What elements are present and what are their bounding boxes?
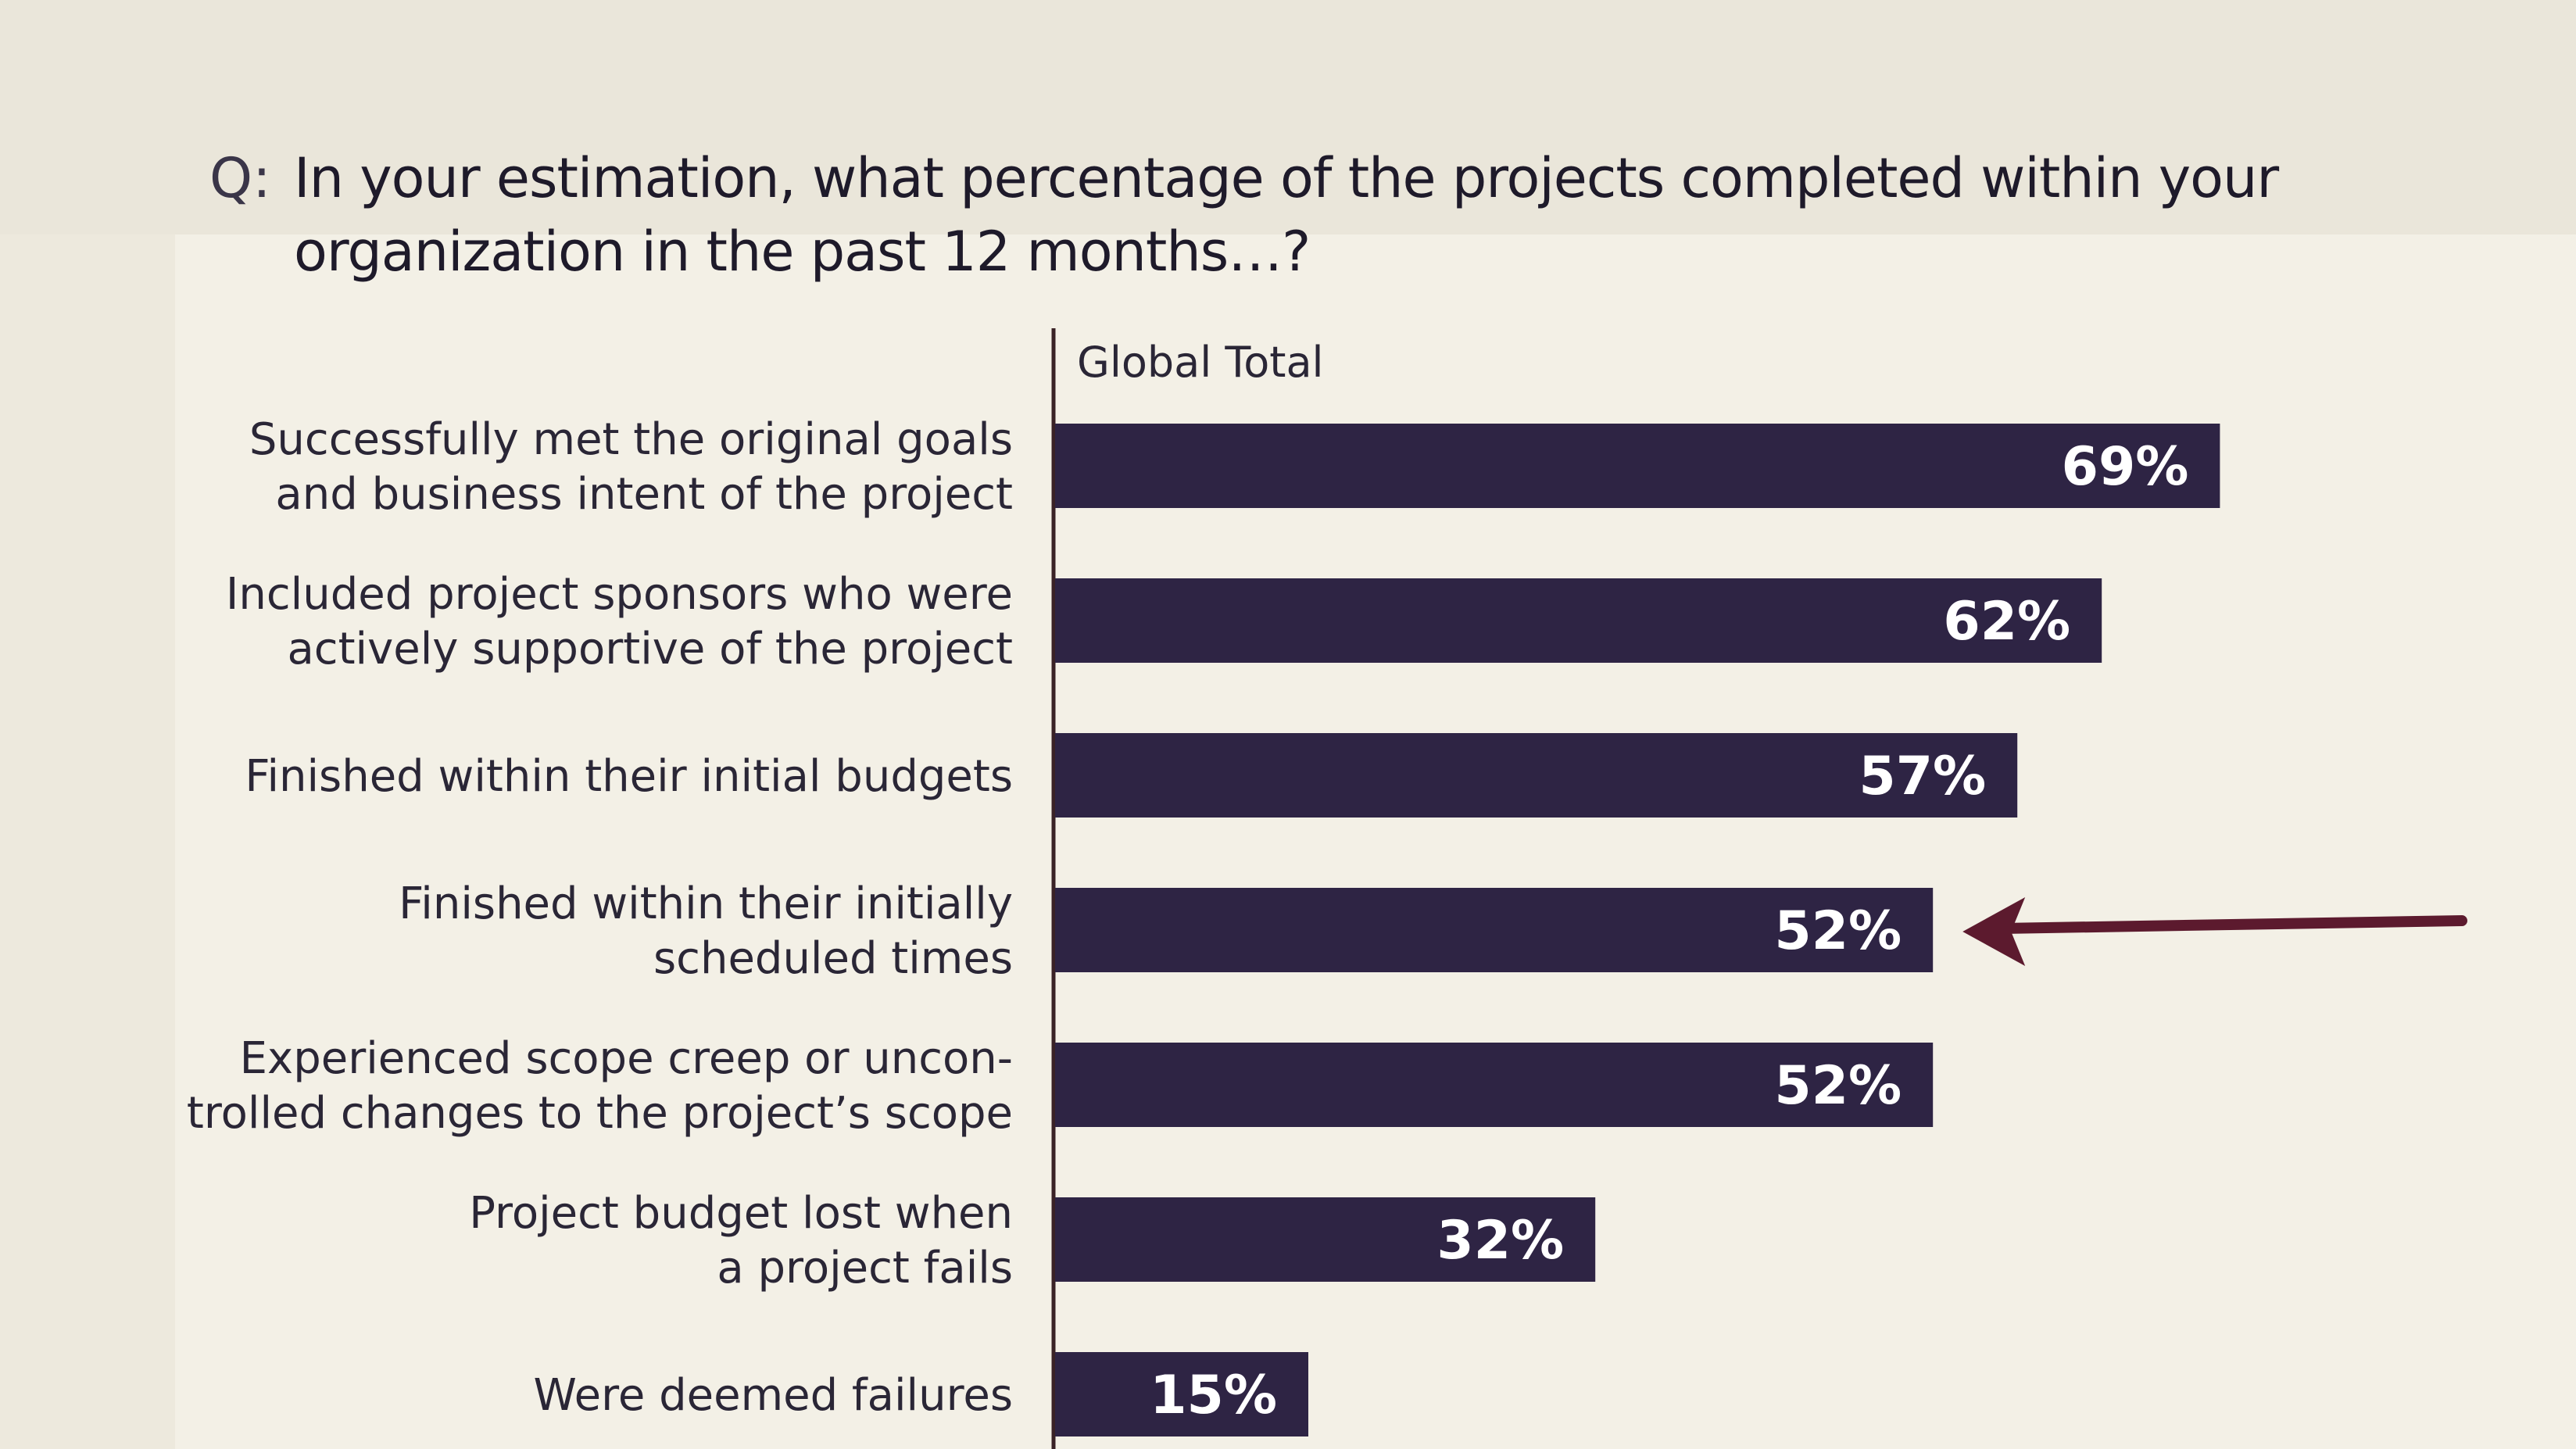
arrow-shaft xyxy=(1996,915,2467,934)
bar-2 xyxy=(1055,733,2018,818)
bar-0 xyxy=(1055,424,2220,508)
bar-6 xyxy=(1055,1352,1308,1436)
value-label-4: 52% xyxy=(1774,1055,1902,1117)
bar-3 xyxy=(1055,888,1934,972)
question-prefix: Q: xyxy=(209,146,271,210)
value-label-0: 69% xyxy=(2062,436,2189,498)
bars-group: 69% 62% 57% 52% 52% 32% 15% xyxy=(1055,424,2220,1436)
background-top xyxy=(0,0,2576,234)
category-label-2-line-0: Finished within their initial budgets xyxy=(245,751,1013,802)
category-label-4-line-0: Experienced scope creep or uncon- xyxy=(240,1033,1013,1084)
category-label-3-line-1: scheduled times xyxy=(653,933,1013,984)
value-label-5: 32% xyxy=(1436,1210,1564,1272)
chart-title-line-1: In your estimation, what percentage of t… xyxy=(294,146,2279,210)
category-label-0-line-0: Successfully met the original goals xyxy=(249,414,1013,465)
category-label-5-line-0: Project budget lost when xyxy=(469,1188,1013,1239)
category-label-1-line-0: Included project sponsors who were xyxy=(226,569,1013,620)
value-label-2: 57% xyxy=(1859,746,1986,807)
bar-4 xyxy=(1055,1043,1934,1127)
category-label-4-line-1: trolled changes to the project’s scope xyxy=(187,1088,1013,1139)
bar-1 xyxy=(1055,578,2102,663)
category-label-6-line-0: Were deemed failures xyxy=(534,1370,1013,1421)
series-header: Global Total xyxy=(1077,338,1324,387)
arrow-head xyxy=(1962,897,2026,966)
category-label-1-line-1: actively supportive of the project xyxy=(287,624,1013,674)
value-label-1: 62% xyxy=(1943,591,2070,653)
highlight-arrow xyxy=(1962,897,2467,966)
category-label-0-line-1: and business intent of the project xyxy=(275,469,1013,520)
category-label-3-line-0: Finished within their initially xyxy=(399,878,1013,929)
chart-title-line-2: organization in the past 12 months…? xyxy=(294,220,1310,284)
value-label-6: 15% xyxy=(1150,1365,1277,1426)
category-label-5-line-1: a project fails xyxy=(717,1243,1013,1293)
value-label-3: 52% xyxy=(1774,900,1902,962)
bar-5 xyxy=(1055,1197,1596,1282)
